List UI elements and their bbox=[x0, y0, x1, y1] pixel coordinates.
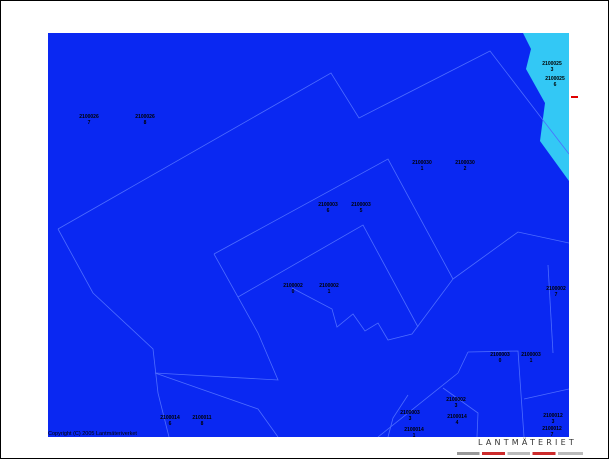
parcel-id: 2100003 bbox=[318, 202, 338, 208]
parcel-suffix: 0 bbox=[498, 358, 502, 364]
parcel-id: 2100014 bbox=[447, 414, 467, 420]
parcel-label: 2100002 7 bbox=[544, 286, 568, 298]
parcel-id: 2100025 bbox=[542, 61, 562, 67]
parcel-id: 2100030 bbox=[455, 160, 475, 166]
map-canvas bbox=[48, 33, 569, 437]
land-area bbox=[48, 33, 569, 437]
parcel-label: 2100003 0 bbox=[488, 352, 512, 364]
parcel-id: 2100026 bbox=[79, 114, 99, 120]
parcel-label: 2100002 0 bbox=[281, 283, 305, 295]
lantmateriet-logo: LANTMÄTERIET bbox=[478, 438, 577, 447]
boundary-line bbox=[154, 372, 279, 437]
parcel-label: 2100012 3 bbox=[541, 413, 565, 425]
boundary-line bbox=[377, 372, 459, 437]
parcel-label: 2100003 1 bbox=[519, 352, 543, 364]
parcel-label: 2100026 8 bbox=[133, 114, 157, 126]
map-edge-marker bbox=[571, 96, 578, 98]
parcel-id: 2100014 bbox=[404, 427, 424, 433]
boundary-line bbox=[57, 228, 170, 437]
parcel-suffix: 5 bbox=[359, 208, 363, 214]
parcel-suffix: 0 bbox=[291, 289, 295, 295]
parcel-label: 2100025 6 bbox=[543, 76, 567, 88]
parcel-id: 2100002 bbox=[319, 283, 339, 289]
parcel-suffix: 3 bbox=[408, 416, 412, 422]
parcel-suffix: 1 bbox=[327, 289, 331, 295]
parcel-suffix: 1 bbox=[412, 433, 416, 437]
parcel-suffix: 1 bbox=[420, 166, 424, 172]
parcel-label: 2100014 6 bbox=[158, 415, 182, 427]
boundary-line bbox=[237, 224, 419, 328]
parcel-suffix: 2 bbox=[463, 166, 467, 172]
parcel-id: 2100003 bbox=[521, 352, 541, 358]
parcel-label: 2100014 1 bbox=[402, 427, 426, 437]
parcel-label: 2100014 4 bbox=[445, 414, 469, 426]
parcel-id: 2100003 bbox=[490, 352, 510, 358]
boundary-line bbox=[457, 351, 469, 374]
parcel-id: 2100011 bbox=[192, 415, 212, 421]
parcel-suffix: 7 bbox=[550, 432, 554, 437]
parcel-suffix: 8 bbox=[200, 421, 204, 427]
boundary-line bbox=[523, 388, 569, 400]
parcel-suffix: 6 bbox=[168, 421, 172, 427]
parcel-label: 2100003 6 bbox=[316, 202, 340, 214]
parcel-label: 2100030 1 bbox=[410, 160, 434, 172]
parcel-suffix: 6 bbox=[553, 82, 557, 88]
map-view[interactable]: 2100026 7 2100026 8 2100025 3 2100025 6 2100030 1… bbox=[48, 33, 569, 437]
boundary-line bbox=[154, 253, 279, 381]
parcel-suffix: 7 bbox=[87, 120, 91, 126]
parcel-suffix: 8 bbox=[143, 120, 147, 126]
parcel-id: 2100003 bbox=[400, 410, 420, 416]
boundary-line bbox=[57, 50, 569, 230]
boundary-line bbox=[387, 394, 409, 437]
boundary-line bbox=[442, 387, 479, 437]
water-area bbox=[523, 33, 569, 181]
parcel-id: 2100030 bbox=[412, 160, 432, 166]
parcel-id: 2100002 bbox=[446, 397, 466, 403]
parcel-id: 2100026 bbox=[135, 114, 155, 120]
scale-bar bbox=[457, 452, 583, 455]
parcel-label: 2100011 8 bbox=[190, 415, 214, 427]
parcel-id: 2100012 bbox=[542, 426, 562, 432]
property-boundaries bbox=[57, 50, 569, 437]
parcel-label: 2100002 1 bbox=[317, 283, 341, 295]
parcel-label: 2100030 2 bbox=[453, 160, 477, 172]
parcel-id: 2100012 bbox=[543, 413, 563, 419]
parcel-label: 2100003 5 bbox=[349, 202, 373, 214]
parcel-suffix: 3 bbox=[550, 67, 554, 73]
boundary-line bbox=[467, 350, 525, 437]
parcel-suffix: 3 bbox=[551, 419, 555, 425]
parcel-id: 2100014 bbox=[160, 415, 180, 421]
parcel-label: 2100002 3 bbox=[444, 397, 468, 409]
boundary-line bbox=[547, 264, 554, 354]
boundary-line bbox=[452, 231, 569, 280]
parcel-suffix: 1 bbox=[529, 358, 533, 364]
parcel-id: 2100025 bbox=[545, 76, 565, 82]
copyright-notice: Copyright (C) 2005 Lantmäteriverket bbox=[48, 431, 137, 437]
boundary-line bbox=[213, 158, 454, 341]
parcel-label: 2100003 3 bbox=[398, 410, 422, 422]
parcel-suffix: 3 bbox=[454, 403, 458, 409]
parcel-suffix: 4 bbox=[455, 420, 459, 426]
parcel-suffix: 6 bbox=[326, 208, 330, 214]
parcel-id: 2100002 bbox=[546, 286, 566, 292]
parcel-label: 2100012 7 bbox=[540, 426, 564, 437]
parcel-id: 2100003 bbox=[351, 202, 371, 208]
parcel-label: 2100025 3 bbox=[540, 61, 564, 73]
parcel-suffix: 7 bbox=[554, 292, 558, 298]
parcel-id: 2100002 bbox=[283, 283, 303, 289]
parcel-label: 2100026 7 bbox=[77, 114, 101, 126]
